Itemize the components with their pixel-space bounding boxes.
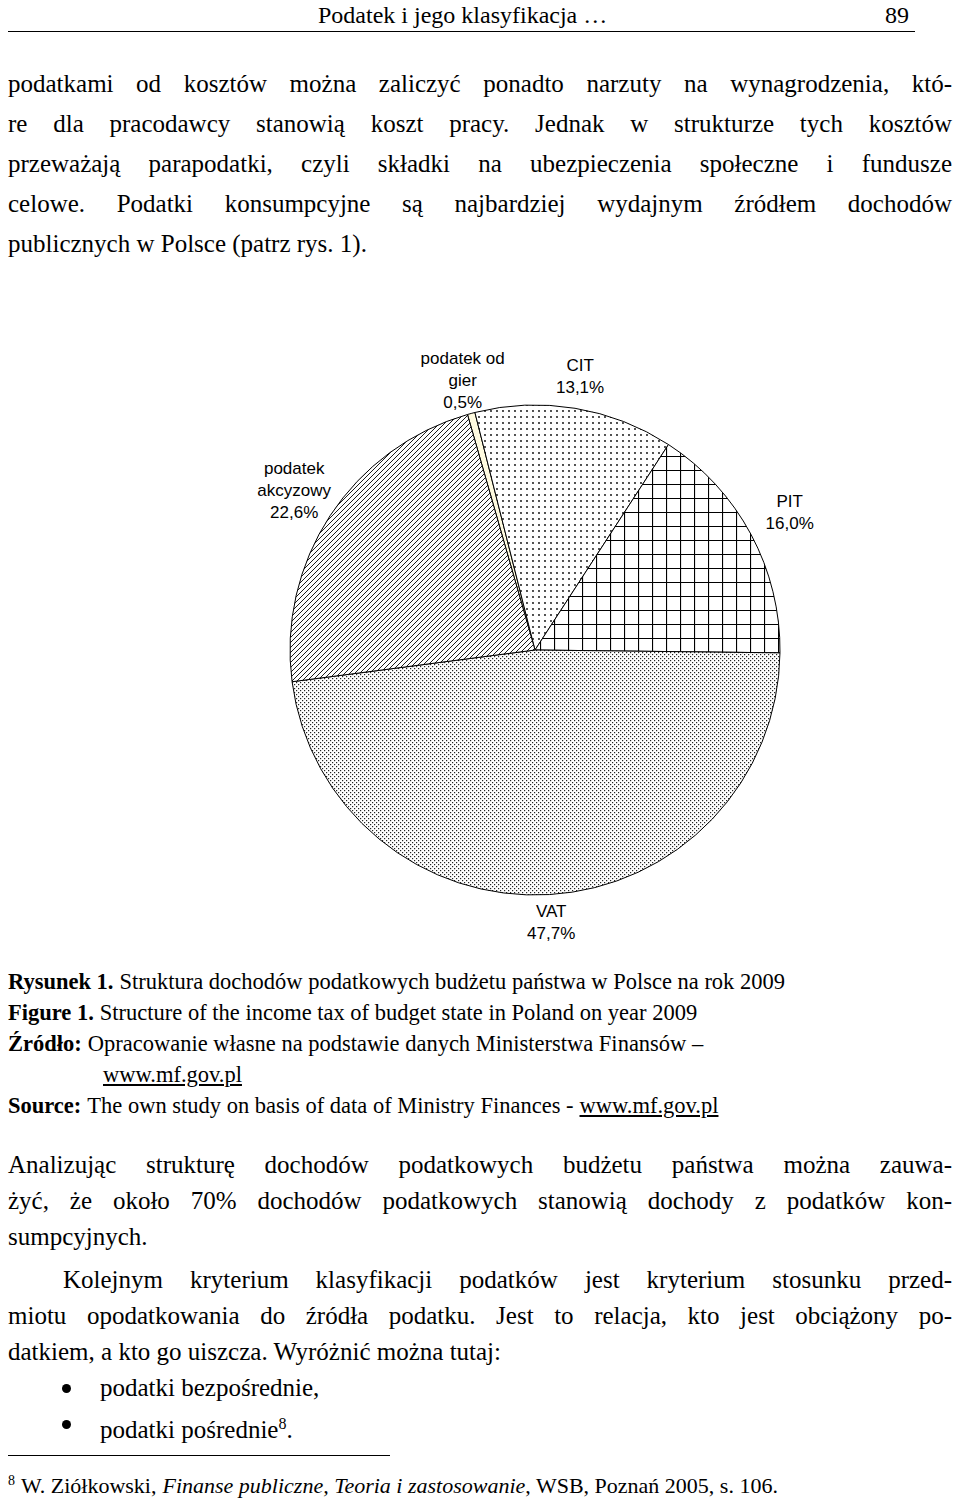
html-text:Kolejnym kryterium klasyfikacj: Kolejnym kryterium klasyfikacji podatków… xyxy=(63,1266,952,1293)
html-text:Source: The own study on basis: Source: The own study on basis of data o… xyxy=(8,1093,719,1118)
html-text:re dla pracodawcy stanowią kos: re dla pracodawcy stanowią koszt pracy. … xyxy=(8,110,952,137)
svg-text:CIT13,1%: CIT13,1% xyxy=(556,356,604,397)
html-text:Figure 1. Structure of the inc: Figure 1. Structure of the income tax of… xyxy=(8,1000,698,1025)
html-text:miotu opodatkowania do źródła: miotu opodatkowania do źródła podatku. J… xyxy=(8,1302,952,1329)
html-text:89: 89 xyxy=(885,2,909,28)
html-text:Podatek i jego klasyfikacja …: Podatek i jego klasyfikacja … xyxy=(318,2,608,28)
html-text:8 W. Ziółkowski, Finanse publi: 8 W. Ziółkowski, Finanse publiczne, Teor… xyxy=(8,1473,778,1499)
html-text:sumpcyjnych.: sumpcyjnych. xyxy=(8,1223,148,1250)
html-text:celowe. Podatki konsumpcyjne s: celowe. Podatki konsumpcyjne są najbardz… xyxy=(8,190,952,217)
html-text:datkiem, a kto go uiszcza. Wyr: datkiem, a kto go uiszcza. Wyróżnić możn… xyxy=(8,1338,501,1365)
html-text:podatki bezpośrednie,: podatki bezpośrednie, xyxy=(100,1374,320,1401)
html-text:przeważają parapodatki, czyli: przeważają parapodatki, czyli składki na… xyxy=(8,150,952,177)
svg-text:podatekakcyzowy22,6%: podatekakcyzowy22,6% xyxy=(257,459,331,522)
html-text:podatkami od kosztów można zal: podatkami od kosztów można zaliczyć pona… xyxy=(8,70,952,97)
html-text:Analizując strukturę dochodów: Analizując strukturę dochodów podatkowyc… xyxy=(8,1151,952,1178)
html-text:Rysunek 1. Struktura dochodów: Rysunek 1. Struktura dochodów podatkowyc… xyxy=(8,969,785,994)
html-text:podatki pośrednie8.: podatki pośrednie8. xyxy=(100,1415,293,1444)
svg-text:podatek odgier0,5%: podatek odgier0,5% xyxy=(421,349,505,412)
svg-text:VAT47,7%: VAT47,7% xyxy=(527,902,575,943)
html-text:Źródło: Opracowanie własne na: Źródło: Opracowanie własne na podstawie … xyxy=(8,1031,704,1056)
svg-text:PIT16,0%: PIT16,0% xyxy=(766,492,814,533)
html-text:www.mf.gov.pl: www.mf.gov.pl xyxy=(103,1062,242,1087)
html-text:żyć, że około 70% dochodów pod: żyć, że około 70% dochodów podatkowych s… xyxy=(8,1187,952,1214)
html-text:publicznych w Polsce (patrz ry: publicznych w Polsce (patrz rys. 1). xyxy=(8,230,367,257)
